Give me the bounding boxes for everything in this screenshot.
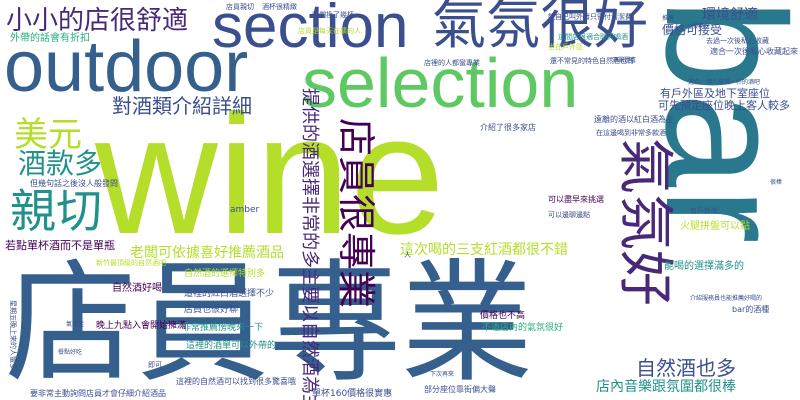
word: 去過一次後私心收藏 [706, 37, 769, 45]
word: 下次再來 [430, 371, 455, 378]
word: 提供的酒選擇非常的多主要以自然酒為主 [299, 88, 320, 400]
word: 我們換了幾杯 [312, 11, 354, 19]
word: wine [95, 80, 445, 270]
word: 店員專業 [5, 247, 533, 400]
word: 氣氛佳 [66, 321, 85, 328]
word: 還不常見的特色自然酒也有 [550, 57, 634, 65]
word: 店裡的人都蠻專業 [424, 59, 480, 67]
word: selection [302, 44, 579, 122]
word: 人 [404, 251, 411, 259]
word: 自然酒好喝 [112, 283, 162, 294]
word: 可先預定座位晚上客人較多 [658, 99, 790, 112]
word: 遠離的酒以紅白酒為主 [594, 115, 674, 124]
word: 介紹服務員也能推薦好喝的 [690, 295, 763, 302]
word: 單杯160價格很實惠 [312, 389, 393, 399]
word: 不過店內的氣氛很好 [482, 323, 564, 333]
word: 新竹最頂級的自然酒吧 [96, 259, 166, 267]
word: 親切 [10, 184, 102, 238]
word: 適合一次後私心收藏起來 [710, 47, 798, 56]
word: 酒款多 [18, 147, 103, 180]
word: 這裡的紅白酒選擇不少 [184, 289, 275, 299]
word: 晚上九點入會開始擁滿 [96, 321, 187, 331]
word: 星期五晚上來的人蠻多 [9, 300, 17, 370]
word: 適合一個人來喝一杯的酒吧 [688, 79, 761, 86]
word: 酒單豐富 [612, 57, 637, 64]
word: 即可 [148, 361, 162, 369]
word: amber [230, 205, 260, 215]
word: 價格可接受 [662, 23, 723, 37]
word: 氣氛好 [612, 138, 677, 306]
word: 價格也不高 [480, 311, 526, 321]
word: 美元 [14, 115, 82, 155]
word: 可以邊聊邊點 [548, 211, 590, 219]
word: 在這邊喝到非常多款酒 [596, 129, 666, 137]
word: bar的酒種 [732, 305, 770, 314]
word: 外帶的話會有折扣 [10, 33, 90, 44]
word: 酒杯很精緻 [262, 3, 297, 11]
word: 店員很專業 [334, 118, 378, 309]
word: 火腿拼盤可以點 [680, 221, 750, 232]
word: 部分座位靠街偏大聲 [424, 385, 496, 394]
word: outdoor [4, 27, 249, 107]
word: section [212, 0, 409, 61]
word: 店員是每天在擴的人 [298, 27, 361, 35]
word: 自然酒的選擇特別多 [184, 269, 266, 279]
word: 小小的店很舒適 [6, 6, 189, 36]
word: 能自己叫外賣只需付清潔費 [548, 13, 632, 21]
word: 很棒 [770, 179, 783, 186]
word: 有戶外區及地下室座位 [660, 87, 770, 100]
word: 對酒類介紹詳細 [112, 94, 252, 118]
word: 這間店很適合聊天喝酒 [558, 33, 628, 41]
word: 這裡的酒單可以外帶的 [186, 341, 277, 351]
word: 坐在戶外區 [548, 43, 583, 51]
word: 自然酒也多 [636, 356, 736, 380]
word: 餐點好吃 [58, 349, 83, 356]
word: 有戶外坐 [690, 207, 718, 215]
word: 氣氛很好 [432, 0, 648, 56]
word: 這裡的自然酒可以找到很多驚喜哦 [176, 377, 296, 386]
word: 但幾句話之後沒人般發問 [30, 179, 118, 188]
word: 若點單杯酒而不是單瓶 [5, 239, 115, 252]
word: 店員親切 [226, 3, 254, 11]
word: 店內音樂跟氛圍都很棒 [596, 379, 736, 395]
word: 可以盡早來挑選 [548, 195, 604, 204]
word: 店員也很好聊 [184, 305, 239, 315]
word: 推薦 [662, 15, 675, 22]
word: 介紹了很多家店 [480, 123, 536, 132]
word: 非常推薦傍晚來一下 [182, 323, 264, 333]
word: 環境舒適 [702, 7, 758, 23]
word: 這次喝的三支紅酒都很不錯 [400, 242, 568, 258]
word: 老闆可依據喜好推薦酒品 [130, 245, 284, 261]
word: 能喝的選擇滿多的 [664, 261, 744, 272]
word: 要非常主動詢問店員才會仔細介紹酒品 [30, 389, 166, 398]
word: 服務好 [692, 23, 711, 30]
